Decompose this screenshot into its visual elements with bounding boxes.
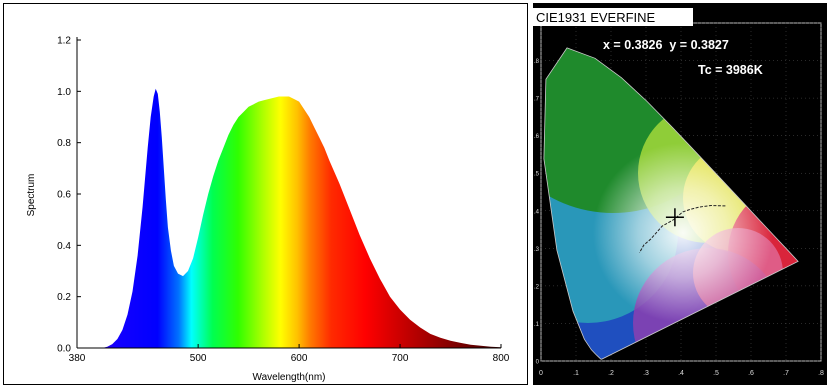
x-tick-label: 600 <box>291 353 308 364</box>
x-axis-label: Wavelength(nm) <box>253 372 326 383</box>
y-tick-label: 0.4 <box>57 241 71 252</box>
planckian-locus <box>638 204 726 254</box>
spectrum-svg: 380 500 600 700 800 0.0 0.2 0.4 0.6 0.8 1.0 1.2 Wav… <box>3 3 528 385</box>
x-tick-label: 800 <box>493 353 510 364</box>
x-tick-label: 380 <box>69 353 86 364</box>
spectrum-area <box>102 88 501 349</box>
spectrum-axes: 380 500 600 700 800 0.0 0.2 0.4 0.6 0.8 1.0 1.2 <box>57 36 510 365</box>
cie-x-tick-label: .5 <box>713 370 719 377</box>
cie-title-box <box>533 8 693 26</box>
cie-y-tick-label: .3 <box>534 247 540 253</box>
y-tick-label: 0.2 <box>57 292 71 303</box>
cie-x-tick-label: .3 <box>643 370 649 377</box>
cie-x-tick-label: .7 <box>783 370 789 377</box>
y-axis-label: Spectrum <box>26 174 37 217</box>
cie-x-tick-label: .4 <box>678 370 684 377</box>
cie-y-tick-label: .1 <box>534 322 540 328</box>
xy-coordinates-readout: x = 0.3826 y = 0.3827 <box>603 38 729 52</box>
y-tick-label: 1.0 <box>57 87 71 98</box>
y-tick-label: 1.2 <box>57 36 71 47</box>
cie-x-tick-label: .1 <box>573 370 579 377</box>
spectrum-area-group <box>102 88 501 349</box>
cie-y-tick-label: .6 <box>534 134 540 140</box>
cie-y-tick-label: .7 <box>534 97 540 103</box>
cie-y-tick-label: .2 <box>534 284 540 290</box>
cie-y-tick-label: .8 <box>534 59 540 65</box>
y-tick-label: 0.8 <box>57 138 71 149</box>
cie-y-tick-label: 0 <box>536 360 540 366</box>
x-tick-label: 700 <box>392 353 409 364</box>
cie-y-tick-label: .5 <box>534 172 540 178</box>
spectrum-chart: 380 500 600 700 800 0.0 0.2 0.4 0.6 0.8 1.0 1.2 Wav… <box>3 3 528 385</box>
y-tick-label: 0.0 <box>57 344 71 355</box>
cct-readout: Tc = 3986K <box>698 63 763 77</box>
spectral-locus <box>543 47 799 360</box>
x-tick-label: 500 <box>190 353 207 364</box>
y-tick-label: 0.6 <box>57 190 71 201</box>
cie-title: CIE1931 EVERFINE <box>536 10 656 25</box>
cie-x-tick-label: .8 <box>818 370 824 377</box>
chromaticity-marker <box>665 208 684 227</box>
cie-x-tick-label: .6 <box>748 370 754 377</box>
cie-x-tick-label: .2 <box>608 370 614 377</box>
cie-svg: 0.1.2.3.4.5.6.7.80.1.2.3.4.5.6.7.8.9 CIE… <box>533 3 827 385</box>
cie-y-tick-label: .4 <box>534 209 540 215</box>
cie-chromaticity-chart: 0.1.2.3.4.5.6.7.80.1.2.3.4.5.6.7.8.9 CIE… <box>533 3 827 385</box>
cie-x-tick-label: 0 <box>539 370 543 377</box>
